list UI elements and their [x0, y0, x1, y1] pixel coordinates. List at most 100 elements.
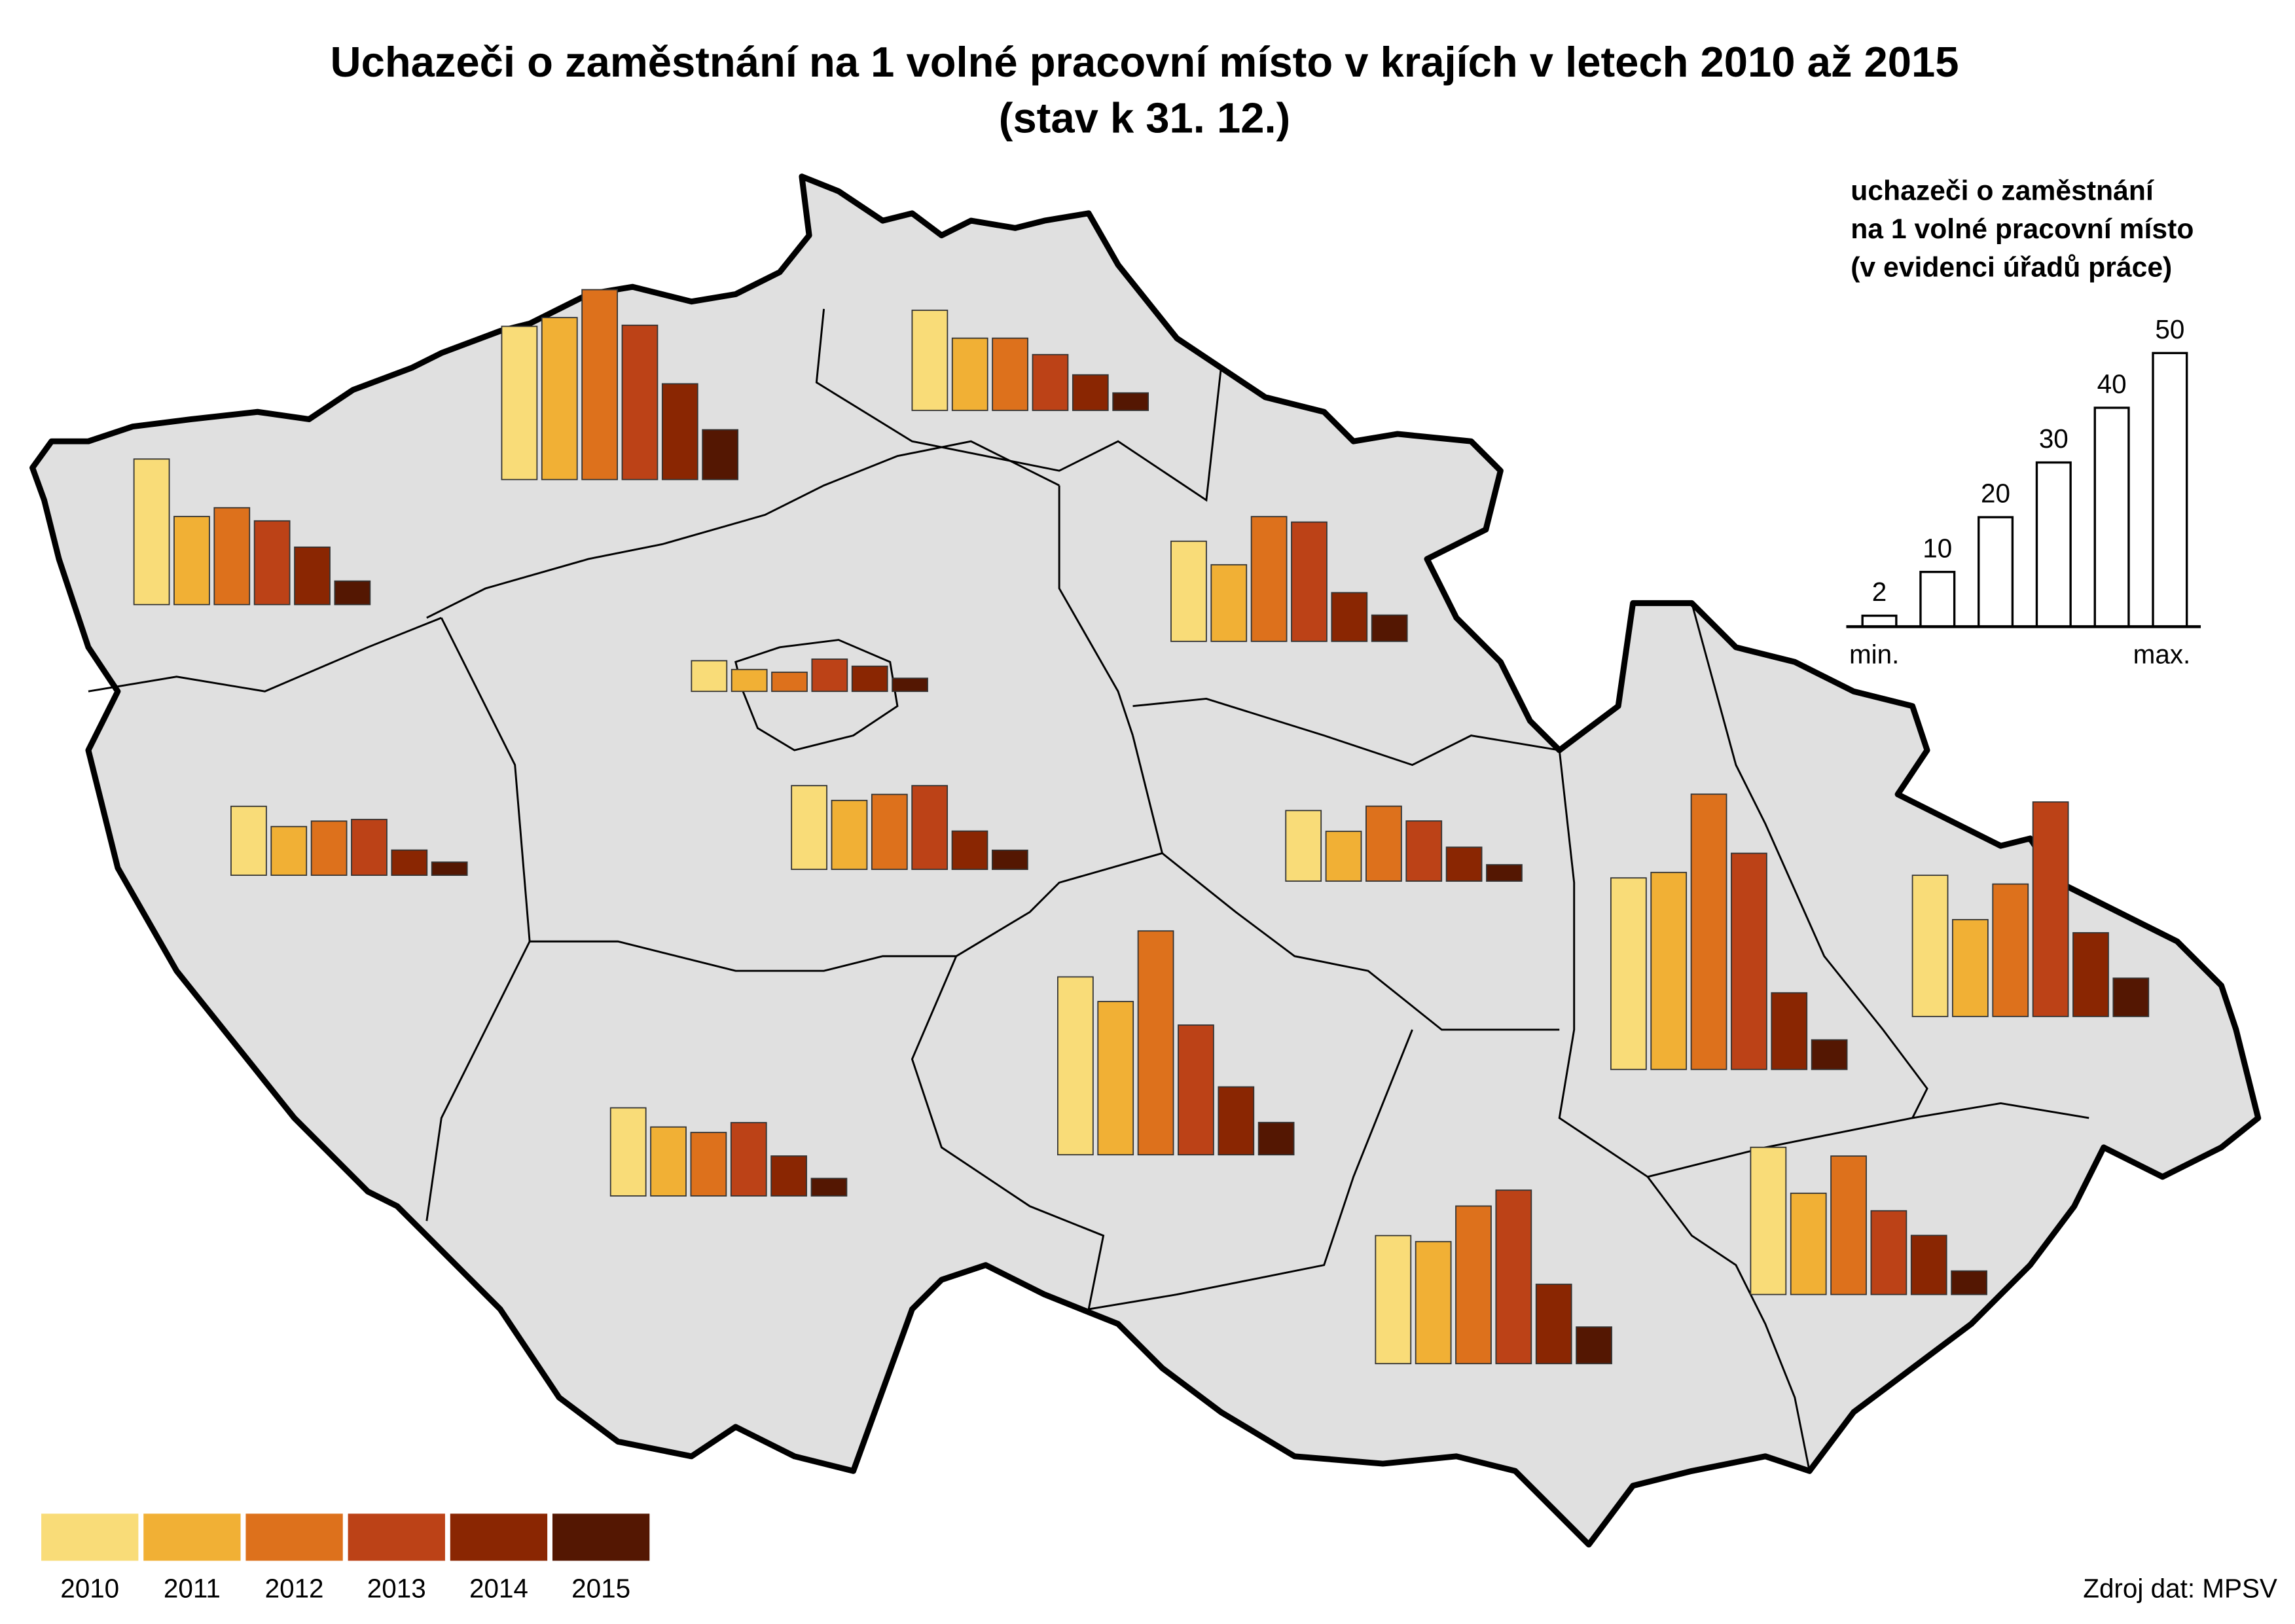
bar-2014: [2072, 932, 2109, 1017]
map: [29, 173, 2262, 1548]
region-bar-group: [133, 458, 371, 605]
bar-2011: [1210, 564, 1248, 642]
bar-2012: [213, 507, 251, 605]
region-bar-group: [609, 1107, 848, 1197]
bar-2015: [1112, 392, 1149, 411]
bar-2013: [730, 1122, 767, 1197]
bar-2015: [334, 580, 371, 605]
bar-2011: [1790, 1193, 1827, 1295]
bar-2013: [1731, 852, 1767, 1070]
bar-2012: [1365, 805, 1402, 882]
bar-2015: [810, 1178, 848, 1197]
scale-bar-label: 50: [2155, 314, 2184, 344]
bar-2013: [911, 785, 949, 871]
scale-bar: [1978, 516, 2014, 628]
region-borders: [88, 308, 2089, 1471]
bar-2015: [702, 429, 739, 480]
bar-2011: [951, 337, 988, 411]
scale-max-label: max.: [2133, 640, 2191, 670]
bar-2011: [831, 799, 868, 871]
bar-2013: [811, 659, 848, 693]
year-legend-swatch-2011: [143, 1513, 241, 1561]
bar-2014: [661, 383, 698, 480]
bar-2011: [1097, 1001, 1134, 1156]
bar-2014: [770, 1155, 807, 1197]
region-bar-group: [911, 310, 1149, 411]
scale-bar: [2035, 461, 2072, 628]
bar-2014: [1218, 1086, 1255, 1156]
bar-2013: [1495, 1189, 1532, 1365]
bar-2010: [791, 785, 827, 871]
scale-bar: [2152, 352, 2188, 628]
bar-2014: [391, 849, 428, 876]
bar-2010: [609, 1107, 647, 1197]
scale-bar-label: 2: [1872, 577, 1887, 607]
bar-2010: [1170, 540, 1207, 642]
region-bar-group: [691, 659, 928, 693]
bar-2010: [1750, 1146, 1787, 1295]
year-legend-label: 2015: [571, 1574, 630, 1604]
bar-2014: [1910, 1235, 1947, 1295]
region-bar-group: [1057, 930, 1295, 1156]
chart-subtitle: (stav k 31. 12.): [999, 94, 1291, 141]
source-note: Zdroj dat: MPSV: [2083, 1574, 2277, 1604]
region-bar-group: [1285, 805, 1523, 882]
bar-2013: [1032, 353, 1069, 411]
year-legend-label: 2014: [469, 1574, 528, 1604]
scale-bar-label: 20: [1981, 478, 2010, 509]
bar-2015: [1257, 1121, 1295, 1156]
region-bar-group: [1375, 1189, 1612, 1365]
scale-legend-title-1: uchazeči o zaměstnání: [1851, 175, 2154, 207]
bar-2013: [1405, 820, 1443, 882]
bar-2012: [1250, 516, 1288, 642]
bar-2010: [1375, 1235, 1412, 1365]
year-legend: 2010 2011 2012 2013 2014 2015: [41, 1513, 650, 1604]
bar-2010: [1911, 875, 1949, 1017]
year-legend-swatch-2014: [450, 1513, 548, 1561]
bar-2011: [1952, 919, 1989, 1017]
bar-2012: [690, 1132, 727, 1197]
bar-2011: [731, 668, 768, 693]
bar-2012: [310, 820, 348, 876]
bar-2015: [1576, 1326, 1612, 1365]
region-bar-group: [1911, 801, 2150, 1017]
region-bar-group: [230, 805, 468, 876]
bar-2012: [1455, 1205, 1492, 1365]
bar-2010: [691, 660, 728, 693]
year-legend-swatch-2015: [552, 1513, 650, 1561]
scale-legend-title-2: na 1 volné pracovní místo: [1851, 213, 2194, 245]
region-bar-group: [1750, 1146, 1987, 1295]
bar-2015: [1371, 614, 1408, 642]
bar-2010: [1285, 810, 1322, 882]
bar-2011: [270, 825, 308, 876]
year-legend-label: 2011: [164, 1574, 221, 1604]
country-outline: [29, 173, 2262, 1548]
bar-2013: [2032, 801, 2069, 1017]
bar-2015: [1486, 864, 1523, 882]
bar-2012: [1690, 793, 1727, 1070]
scale-bar: [1861, 614, 1898, 628]
chart-title: Uchazeči o zaměstnání na 1 volné pracovn…: [331, 38, 1959, 86]
region-bar-group: [791, 785, 1028, 871]
scale-bar-label: 30: [2039, 424, 2069, 454]
year-legend-label: 2012: [265, 1574, 324, 1604]
bar-2014: [1331, 592, 1368, 642]
scale-legend: uchazeči o zaměstnání na 1 volné pracovn…: [1846, 175, 2201, 670]
bar-2012: [1137, 930, 1174, 1156]
bar-2013: [351, 818, 388, 876]
bar-2011: [173, 516, 210, 605]
scale-min-label: min.: [1849, 640, 1899, 670]
bar-2015: [892, 677, 928, 693]
scale-bar-label: 10: [1923, 533, 1952, 563]
bar-2013: [621, 324, 659, 480]
bar-2012: [581, 289, 618, 480]
region-bar-group: [501, 289, 739, 480]
bar-2015: [992, 849, 1028, 871]
bar-2011: [650, 1126, 687, 1197]
bar-2014: [1445, 846, 1483, 882]
bar-2011: [541, 317, 578, 480]
bar-2011: [1325, 831, 1362, 882]
bar-2012: [1992, 883, 2029, 1017]
bar-2015: [431, 861, 468, 876]
